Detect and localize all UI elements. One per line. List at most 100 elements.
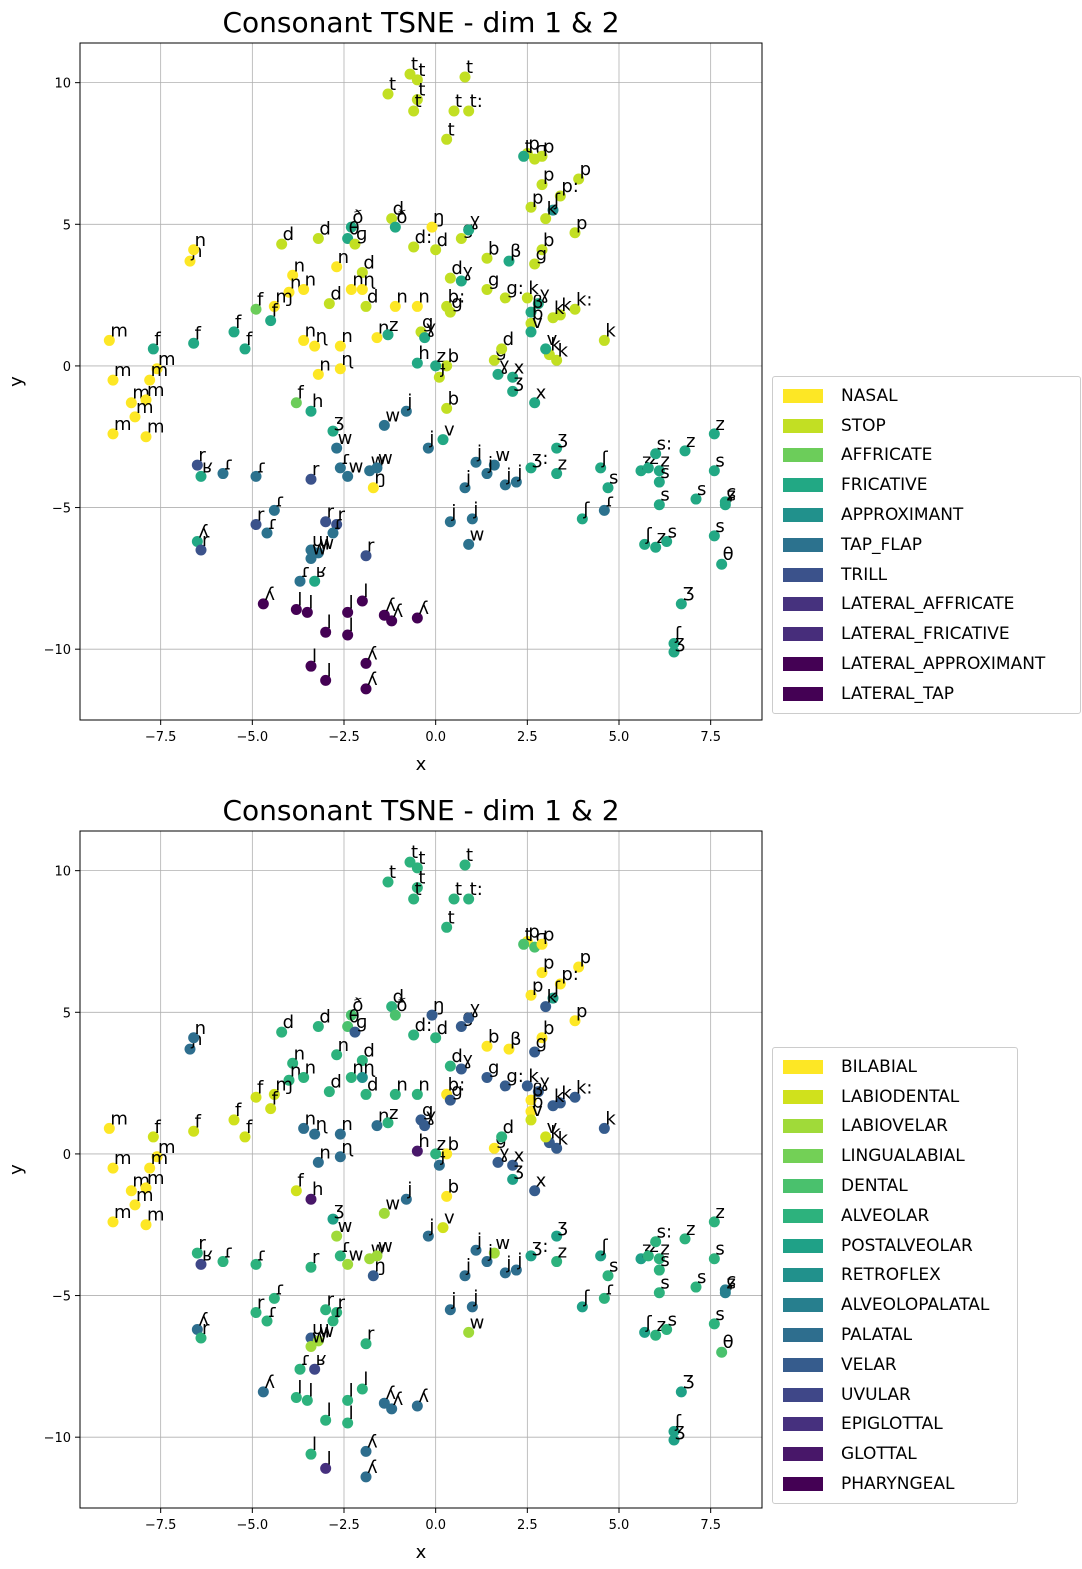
legend-item: EPIGLOTTAL [783,1410,1009,1440]
y-tick-label: 5 [63,218,71,233]
legend-swatch [783,1328,823,1343]
point-label: m [158,349,176,370]
legend-swatch [783,448,823,463]
point-label: r [202,1318,210,1339]
point-label: d [363,252,374,273]
point-label: ɱ [275,286,293,307]
point-label: β [532,1080,544,1101]
data-point [463,538,475,550]
point-label: s: [657,434,672,455]
data-point [642,1250,654,1262]
point-label: j [406,1179,412,1200]
point-label: ʎ [385,595,396,616]
data-point [386,615,398,627]
point-label: ʒ: [532,448,548,469]
point-label: w [319,1321,334,1342]
data-point [661,1324,673,1336]
point-label: g [451,1080,462,1101]
place-scatter-figure: Consonant TSNE - dim 1 & 2 −7.5 −5.0 −2.5 0.… [0,788,1082,1569]
y-tick-label: 0 [63,360,71,375]
point-label: r [202,530,210,551]
data-point [503,255,515,267]
point-label: ʒ [334,1199,344,1220]
data-point [257,1386,269,1398]
point-label: t [418,80,425,101]
point-label: k [561,1083,572,1104]
data-point [419,332,431,344]
point-label: z [558,454,567,475]
point-label: ʒ [558,1216,568,1237]
data-point [360,550,372,562]
point-label: w [378,448,393,469]
data-point [129,411,141,423]
point-label: b [488,1026,499,1047]
point-label: ɾ [268,1301,278,1322]
point-label: b [543,1018,554,1039]
x-tick-label: −7.5 [145,1518,177,1533]
legend-swatch [783,508,823,523]
point-label: ʒ [334,411,344,432]
plot-frame [79,830,763,1509]
legend-item: LABIODENTAL [783,1082,1009,1112]
point-label: d [503,1117,514,1138]
legend-item: LATERAL_AFFRICATE [783,590,1072,620]
point-label: r [198,445,206,466]
point-label: z [657,1315,666,1336]
legend-swatch [783,627,823,642]
data-point [448,893,460,905]
legend-item: LINGUALABIAL [783,1141,1009,1171]
point-label: j [476,1230,482,1251]
point-label: l [297,590,302,611]
legend-swatch [783,478,823,493]
legend-item: AFFRICATE [783,441,1072,471]
data-point [532,1086,544,1098]
point-label: t [418,848,425,869]
point-label: d: [415,227,433,248]
data-point [301,1394,313,1406]
data-point [129,1199,141,1211]
point-label: p: [561,964,579,985]
legend-swatch [783,1119,823,1134]
x-axis-label: x [416,754,427,775]
point-label: t [389,74,396,95]
point-label: r [338,505,346,526]
point-label: t [525,924,532,945]
chart-title: Consonant TSNE - dim 1 & 2 [222,794,619,827]
point-label: j [505,465,511,486]
legend-label: LATERAL_TAP [841,683,954,704]
legend-label: APPROXIMANT [841,505,964,526]
data-point [426,221,438,233]
data-point [268,1088,280,1100]
data-point [356,1054,368,1066]
point-label: v [444,1208,455,1229]
point-label: f [195,323,202,344]
legend-item: LATERAL_FRICATIVE [783,619,1072,649]
data-point [331,519,343,531]
point-label: θ [723,1332,734,1353]
data-point [382,88,394,100]
point-label: g [422,312,433,333]
data-point [444,1094,456,1106]
data-point [598,334,610,346]
point-label: w [338,428,353,449]
data-point [551,1142,563,1154]
data-point [371,1250,383,1262]
point-label: n [294,1043,305,1064]
point-label: w [319,533,334,554]
x-axis-label: x [416,1542,427,1563]
point-label: k [605,320,616,341]
data-point [708,1318,720,1330]
data-point [349,238,361,250]
point-label: s [697,479,706,500]
point-label: k: [576,289,593,310]
legend-item: ALVEOLAR [783,1201,1009,1231]
point-label: l [312,646,317,667]
data-point [305,1341,317,1353]
data-point [441,133,453,145]
y-tick-label: 10 [54,77,71,92]
data-point [499,1080,511,1092]
point-label: b [532,303,543,324]
point-label: ɾ [605,490,615,511]
point-label: b [448,346,459,367]
data-point [312,368,324,380]
